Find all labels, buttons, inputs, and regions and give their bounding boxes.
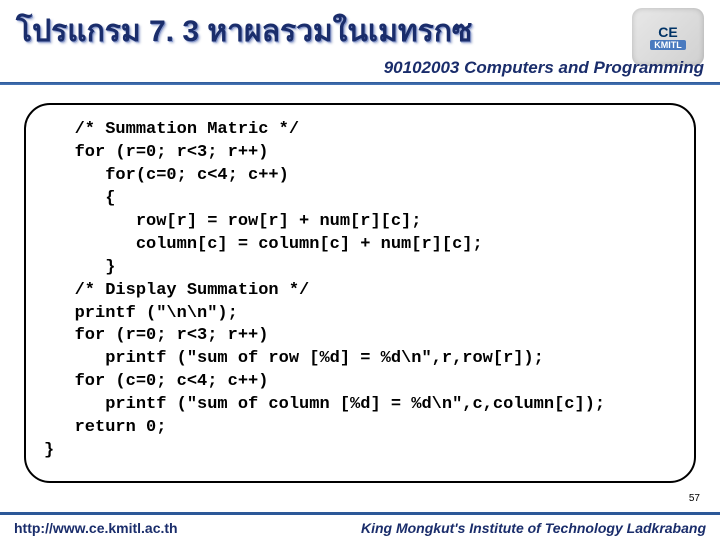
header-separator [0, 82, 720, 85]
footer-institution: King Mongkut's Institute of Technology L… [361, 520, 706, 536]
logo-text-kmitl: KMITL [650, 40, 686, 50]
course-subtitle: 90102003 Computers and Programming [384, 58, 704, 78]
code-text: /* Summation Matric */ for (r=0; r<3; r+… [44, 119, 676, 463]
footer-url: http://www.ce.kmitl.ac.th [14, 520, 178, 536]
logo-text-ce: CE [658, 24, 677, 40]
slide-footer: http://www.ce.kmitl.ac.th King Mongkut's… [0, 512, 720, 540]
code-container: /* Summation Matric */ for (r=0; r<3; r+… [24, 103, 696, 483]
slide-title: โปรแกรม 7. 3 หาผลรวมในเมทรกซ [16, 8, 472, 55]
page-number: 57 [689, 493, 700, 504]
